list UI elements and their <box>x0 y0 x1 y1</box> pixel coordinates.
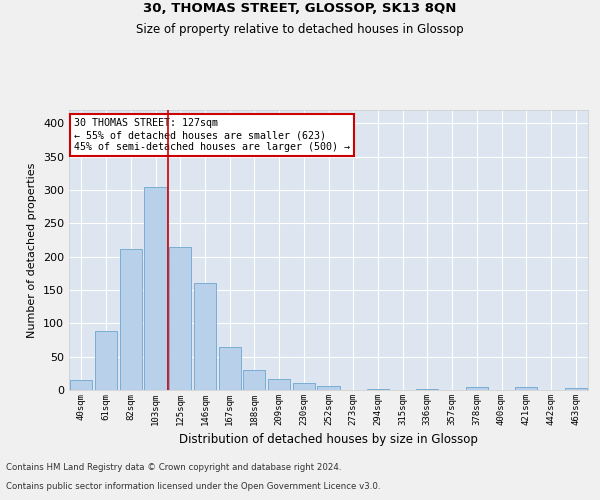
Bar <box>70 380 92 390</box>
Bar <box>169 246 191 390</box>
Text: 30 THOMAS STREET: 127sqm
← 55% of detached houses are smaller (623)
45% of semi-: 30 THOMAS STREET: 127sqm ← 55% of detach… <box>74 118 350 152</box>
Bar <box>515 386 538 390</box>
Bar <box>367 388 389 390</box>
Bar <box>416 388 439 390</box>
Text: Size of property relative to detached houses in Glossop: Size of property relative to detached ho… <box>136 22 464 36</box>
Text: Contains HM Land Registry data © Crown copyright and database right 2024.: Contains HM Land Registry data © Crown c… <box>6 464 341 472</box>
Bar <box>293 384 315 390</box>
Bar <box>95 332 117 390</box>
Bar <box>194 284 216 390</box>
Bar <box>565 388 587 390</box>
Bar <box>268 378 290 390</box>
Text: Contains public sector information licensed under the Open Government Licence v3: Contains public sector information licen… <box>6 482 380 491</box>
Bar <box>243 370 265 390</box>
Text: 30, THOMAS STREET, GLOSSOP, SK13 8QN: 30, THOMAS STREET, GLOSSOP, SK13 8QN <box>143 2 457 16</box>
Bar <box>317 386 340 390</box>
Bar <box>218 348 241 390</box>
Bar <box>145 188 167 390</box>
Bar <box>119 250 142 390</box>
Bar <box>466 386 488 390</box>
Y-axis label: Number of detached properties: Number of detached properties <box>28 162 37 338</box>
Text: Distribution of detached houses by size in Glossop: Distribution of detached houses by size … <box>179 432 478 446</box>
